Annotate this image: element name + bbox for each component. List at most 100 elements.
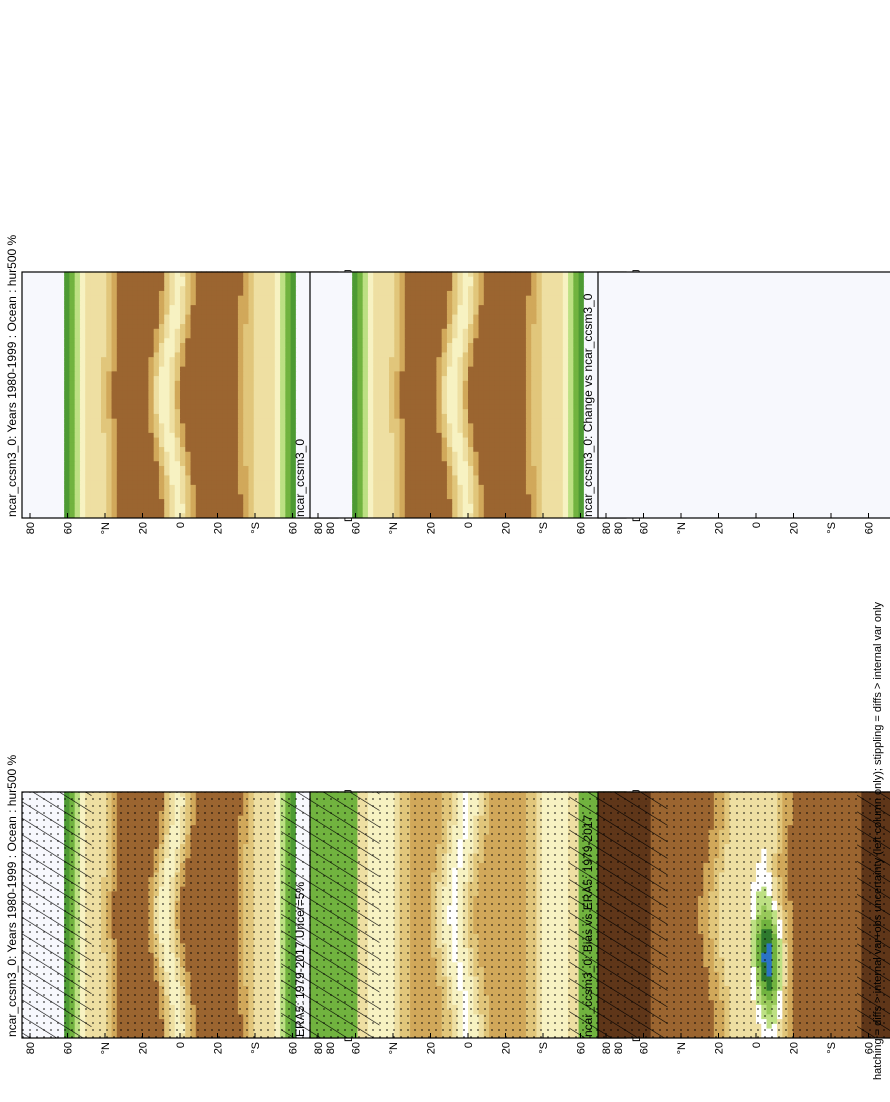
heat-cell bbox=[138, 428, 144, 433]
heat-cell bbox=[75, 456, 81, 461]
heat-cell bbox=[264, 461, 270, 466]
heat-cell bbox=[138, 489, 144, 494]
heat-cell bbox=[169, 399, 175, 404]
heat-cell bbox=[96, 394, 102, 399]
heat-cell bbox=[69, 399, 75, 404]
heat-cell bbox=[85, 503, 91, 508]
heat-cell bbox=[33, 470, 39, 475]
heat-cell bbox=[248, 513, 254, 518]
heat-cell bbox=[206, 428, 212, 433]
heat-cell bbox=[43, 418, 49, 423]
heat-cell bbox=[222, 465, 228, 470]
heat-cell bbox=[191, 432, 197, 437]
heat-cell bbox=[217, 390, 223, 395]
heat-cell bbox=[164, 503, 170, 508]
heat-cell bbox=[48, 475, 54, 480]
heat-cell bbox=[112, 413, 118, 418]
heat-cell bbox=[22, 399, 28, 404]
heat-cell bbox=[196, 484, 202, 489]
heat-cell bbox=[59, 465, 65, 470]
heat-cell bbox=[275, 385, 281, 390]
heat-cell bbox=[201, 480, 207, 485]
heat-cell bbox=[159, 465, 165, 470]
heat-cell bbox=[227, 480, 233, 485]
heat-cell bbox=[164, 489, 170, 494]
heat-cell bbox=[117, 428, 123, 433]
heat-cell bbox=[154, 446, 160, 451]
heat-cell bbox=[270, 404, 276, 409]
heat-cell bbox=[191, 503, 197, 508]
heat-cell bbox=[27, 380, 33, 385]
heat-cell bbox=[175, 409, 181, 414]
heat-cell bbox=[122, 461, 128, 466]
heat-cell bbox=[117, 394, 123, 399]
heat-cell bbox=[33, 371, 39, 376]
heat-cell bbox=[90, 446, 96, 451]
heat-cell bbox=[143, 470, 149, 475]
heat-cell bbox=[180, 394, 186, 399]
heat-cell bbox=[154, 475, 160, 480]
heat-cell bbox=[175, 451, 181, 456]
heat-cell bbox=[159, 508, 165, 513]
heat-cell bbox=[301, 423, 307, 428]
heat-cell bbox=[175, 470, 181, 475]
heat-cell bbox=[159, 423, 165, 428]
heat-cell bbox=[164, 513, 170, 518]
heat-cell bbox=[233, 404, 239, 409]
heat-cell bbox=[101, 461, 107, 466]
heat-cell bbox=[270, 428, 276, 433]
heat-cell bbox=[127, 380, 133, 385]
heat-cell bbox=[191, 513, 197, 518]
heat-cell bbox=[264, 480, 270, 485]
heat-cell bbox=[22, 503, 28, 508]
heat-cell bbox=[159, 498, 165, 503]
heat-cell bbox=[69, 432, 75, 437]
heat-cell bbox=[117, 451, 123, 456]
heat-cell bbox=[75, 475, 81, 480]
heat-cell bbox=[169, 390, 175, 395]
heat-cell bbox=[101, 418, 107, 423]
heat-cell bbox=[164, 409, 170, 414]
heat-cell bbox=[185, 432, 191, 437]
heat-cell bbox=[275, 508, 281, 513]
heat-cell bbox=[122, 480, 128, 485]
heat-cell bbox=[196, 470, 202, 475]
heat-cell bbox=[112, 484, 118, 489]
heat-cell bbox=[275, 375, 281, 380]
heat-cell bbox=[227, 508, 233, 513]
heat-cell bbox=[254, 446, 260, 451]
heat-cell bbox=[48, 413, 54, 418]
heat-cell bbox=[233, 385, 239, 390]
heat-cell bbox=[169, 404, 175, 409]
heat-cell bbox=[80, 489, 86, 494]
heat-cell bbox=[285, 498, 291, 503]
heat-cell bbox=[38, 399, 44, 404]
heat-cell bbox=[54, 375, 60, 380]
heat-cell bbox=[33, 404, 39, 409]
y-tick-label: 0 bbox=[175, 1042, 187, 1048]
heat-cell bbox=[133, 371, 139, 376]
heat-cell bbox=[185, 470, 191, 475]
heat-cell bbox=[143, 394, 149, 399]
heat-cell bbox=[22, 484, 28, 489]
heat-cell bbox=[248, 484, 254, 489]
heat-cell bbox=[201, 442, 207, 447]
heat-cell bbox=[270, 465, 276, 470]
heat-cell bbox=[143, 513, 149, 518]
heat-cell bbox=[143, 409, 149, 414]
heat-cell bbox=[101, 456, 107, 461]
heat-cell bbox=[59, 390, 65, 395]
heat-cell bbox=[233, 451, 239, 456]
heat-cell bbox=[85, 423, 91, 428]
heat-cell bbox=[112, 508, 118, 513]
heat-cell bbox=[22, 418, 28, 423]
heat-cell bbox=[196, 446, 202, 451]
heat-cell bbox=[270, 484, 276, 489]
heat-cell bbox=[196, 494, 202, 499]
heat-cell bbox=[127, 503, 133, 508]
heat-cell bbox=[222, 494, 228, 499]
heat-cell bbox=[164, 475, 170, 480]
heat-cell bbox=[243, 428, 249, 433]
heat-cell bbox=[285, 508, 291, 513]
heat-cell bbox=[164, 446, 170, 451]
